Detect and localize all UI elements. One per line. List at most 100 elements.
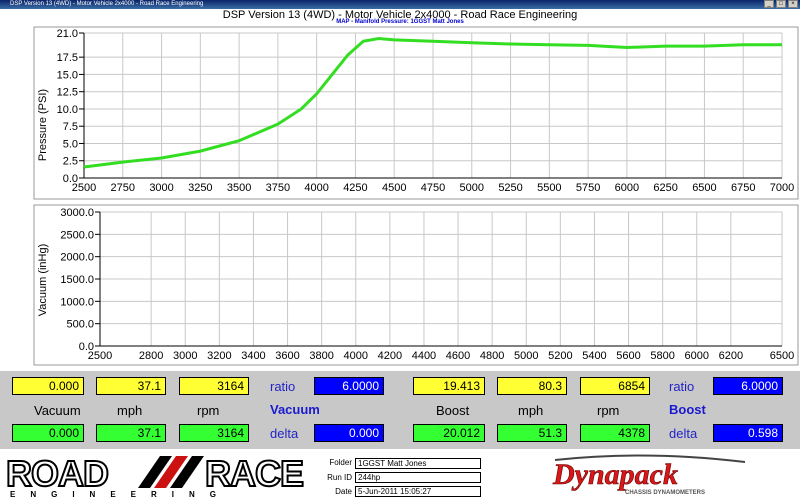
x-tick-label: 3600 (275, 350, 299, 362)
x-tick-label: 5000 (460, 182, 484, 194)
x-tick-label: 6250 (653, 182, 677, 194)
y-tick-label: 21.0 (57, 28, 78, 40)
titlebar-text: DSP Version 13 (4WD) - Motor Vehicle 2x4… (10, 1, 204, 7)
y-tick-label: 5.0 (63, 138, 78, 150)
boost-section-label: Boost (669, 402, 706, 417)
y-tick-label: 2.5 (63, 156, 78, 168)
chart-main-title: DSP Version 13 (4WD) - Motor Vehicle 2x4… (222, 9, 578, 21)
x-tick-label: 3000 (149, 182, 173, 194)
y-tick-label: 3000.0 (60, 207, 94, 219)
delta-label-left: delta (270, 426, 299, 441)
run-id-field[interactable]: 244hp (355, 472, 481, 483)
pressure-chart: 0.0 2.5 5.0 7.5 10.0 12.5 15.0 17.5 21.0 2500 275… (33, 26, 799, 200)
ratio-value-left[interactable]: 6.0000 (314, 377, 384, 395)
delta-value-left[interactable]: 0.000 (314, 424, 384, 442)
x-tick-label: 6000 (685, 350, 709, 362)
vacuum-chart: 0.0 500.0 1000.0 1500.0 2000.0 2500.0 3000.0 2… (33, 204, 799, 366)
road-race-logo: ROAD RACE ENGINEERING (5, 452, 305, 499)
y-tick-label: 0.0 (63, 173, 78, 185)
readout-panel: 0.000 37.1 3164 ratio 6.0000 Vacuum mph … (0, 371, 800, 449)
logo-race-text: RACE (205, 453, 303, 494)
x-tick-label: 5750 (576, 182, 600, 194)
footer: ROAD RACE ENGINEERING Folder 1GGST Matt … (0, 452, 800, 500)
ratio-label-right: ratio (669, 379, 695, 394)
dynapack-tagline-text: CHASSIS DYNAMOMETERS (625, 490, 705, 496)
y-axis-label-vacuum: Vacuum (inHg) (37, 244, 49, 317)
close-button[interactable]: × (788, 0, 798, 8)
boost-top-field[interactable]: 19.413 (413, 377, 485, 395)
delta-value-right[interactable]: 0.598 (713, 424, 783, 442)
y-tick-label: 10.0 (57, 104, 78, 116)
ratio-label-left: ratio (270, 379, 296, 394)
date-field[interactable]: 5-Jun-2011 15:05:27 (355, 486, 481, 497)
x-tick-label: 3750 (266, 182, 290, 194)
x-tick-label: 5250 (498, 182, 522, 194)
y-tick-label: 12.5 (57, 87, 78, 99)
rpm-top-field[interactable]: 3164 (179, 377, 249, 395)
folder-field[interactable]: 1GGST Matt Jones (355, 458, 481, 469)
mph-label-left: mph (117, 403, 143, 418)
x-tick-label: 3800 (309, 350, 333, 362)
logo-road-text: ROAD (6, 453, 108, 494)
date-label: Date (335, 487, 352, 496)
vacuum-top-field[interactable]: 0.000 (12, 377, 84, 395)
x-tick-label: 4500 (382, 182, 406, 194)
pressure-curve (83, 36, 782, 169)
x-tick-label: 6500 (692, 182, 716, 194)
x-tick-label: 6750 (731, 182, 755, 194)
x-tick-label: 4200 (378, 350, 402, 362)
y-tick-label: 2500.0 (60, 229, 94, 241)
minimize-button[interactable]: _ (764, 0, 774, 8)
x-tick-label: 4000 (344, 350, 368, 362)
mph-top-field-right[interactable]: 80.3 (497, 377, 567, 395)
maximize-button[interactable]: □ (776, 0, 786, 8)
x-tick-label: 6200 (719, 350, 743, 362)
rpm-label-left: rpm (197, 403, 220, 418)
y-tick-label: 500.0 (66, 319, 94, 331)
vacuum-label: Vacuum (34, 403, 81, 418)
mph-bottom-field-right[interactable]: 51.3 (497, 424, 567, 442)
x-tick-label: 5500 (537, 182, 561, 194)
x-tick-label: 3400 (241, 350, 265, 362)
x-tick-label: 4750 (421, 182, 445, 194)
ratio-value-right[interactable]: 6.0000 (713, 377, 783, 395)
x-tick-label: 6000 (615, 182, 639, 194)
x-tick-label: 2500 (88, 350, 112, 362)
x-tick-label: 5200 (548, 350, 572, 362)
delta-label-right: delta (669, 426, 698, 441)
x-tick-label: 5800 (650, 350, 674, 362)
x-tick-label: 3200 (207, 350, 231, 362)
x-tick-label: 2500 (72, 182, 96, 194)
y-tick-label: 1000.0 (60, 296, 94, 308)
x-tick-label: 5000 (514, 350, 538, 362)
x-tick-label: 3500 (227, 182, 251, 194)
y-tick-label: 17.5 (57, 52, 78, 64)
x-tick-label: 4400 (412, 350, 436, 362)
boost-bottom-field[interactable]: 20.012 (413, 424, 485, 442)
x-tick-label: 3250 (188, 182, 212, 194)
y-tick-label: 0.0 (79, 341, 94, 353)
logo-tagline-text: ENGINEERING (10, 490, 231, 499)
mph-bottom-field[interactable]: 37.1 (96, 424, 166, 442)
run-id-label: Run ID (327, 473, 352, 482)
vacuum-section-label: Vacuum (270, 402, 320, 417)
window-titlebar: DSP Version 13 (4WD) - Motor Vehicle 2x4… (0, 0, 800, 9)
rpm-label-right: rpm (597, 403, 620, 418)
chart-sub-title: MAP - Manifold Pressure: 1GGST Matt Jone… (336, 19, 464, 25)
x-tick-label: 2750 (111, 182, 135, 194)
x-tick-label: 4800 (480, 350, 504, 362)
y-tick-label: 15.0 (57, 69, 78, 81)
rpm-top-field-right[interactable]: 6854 (580, 377, 650, 395)
dynapack-logo: Dynapack CHASSIS DYNAMOMETERS (552, 454, 746, 496)
y-tick-label: 2000.0 (60, 252, 94, 264)
y-axis-label-pressure: Pressure (PSI) (37, 89, 49, 161)
x-tick-label: 2800 (139, 350, 163, 362)
vacuum-bottom-field[interactable]: 0.000 (12, 424, 84, 442)
x-tick-label: 5400 (582, 350, 606, 362)
folder-label: Folder (329, 458, 352, 467)
rpm-bottom-field[interactable]: 3164 (179, 424, 249, 442)
y-tick-label: 1500.0 (60, 274, 94, 286)
rpm-bottom-field-right[interactable]: 4378 (580, 424, 650, 442)
mph-top-field[interactable]: 37.1 (96, 377, 166, 395)
x-tick-label: 4600 (446, 350, 470, 362)
